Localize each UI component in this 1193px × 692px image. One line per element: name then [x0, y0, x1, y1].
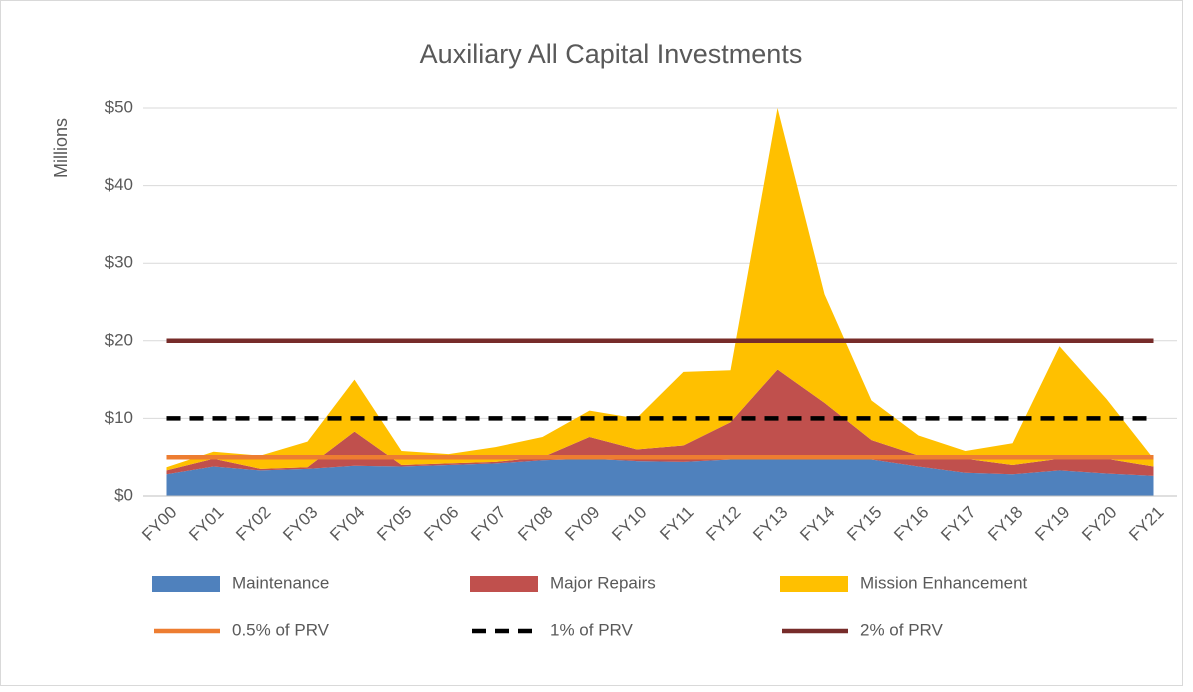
- legend-label: Mission Enhancement: [860, 573, 1028, 592]
- y-tick-label: $50: [105, 97, 133, 116]
- legend-swatch: [470, 576, 538, 592]
- area: [166, 369, 1154, 476]
- y-axis-label: Millions: [51, 118, 71, 178]
- legend-label: 1% of PRV: [550, 620, 634, 639]
- legend-label: Major Repairs: [550, 573, 656, 592]
- legend-swatch: [152, 576, 220, 592]
- legend-swatch: [780, 576, 848, 592]
- y-tick-label: $40: [105, 175, 133, 194]
- area: [166, 458, 1154, 496]
- legend-label: 2% of PRV: [860, 620, 944, 639]
- chart-title: Auxiliary All Capital Investments: [420, 39, 803, 69]
- y-tick-label: $20: [105, 330, 133, 349]
- y-tick-label: $0: [114, 485, 133, 504]
- area: [166, 108, 1154, 471]
- legend-label: Maintenance: [232, 573, 329, 592]
- legend-label: 0.5% of PRV: [232, 620, 330, 639]
- y-tick-label: $30: [105, 253, 133, 272]
- y-tick-label: $10: [105, 408, 133, 427]
